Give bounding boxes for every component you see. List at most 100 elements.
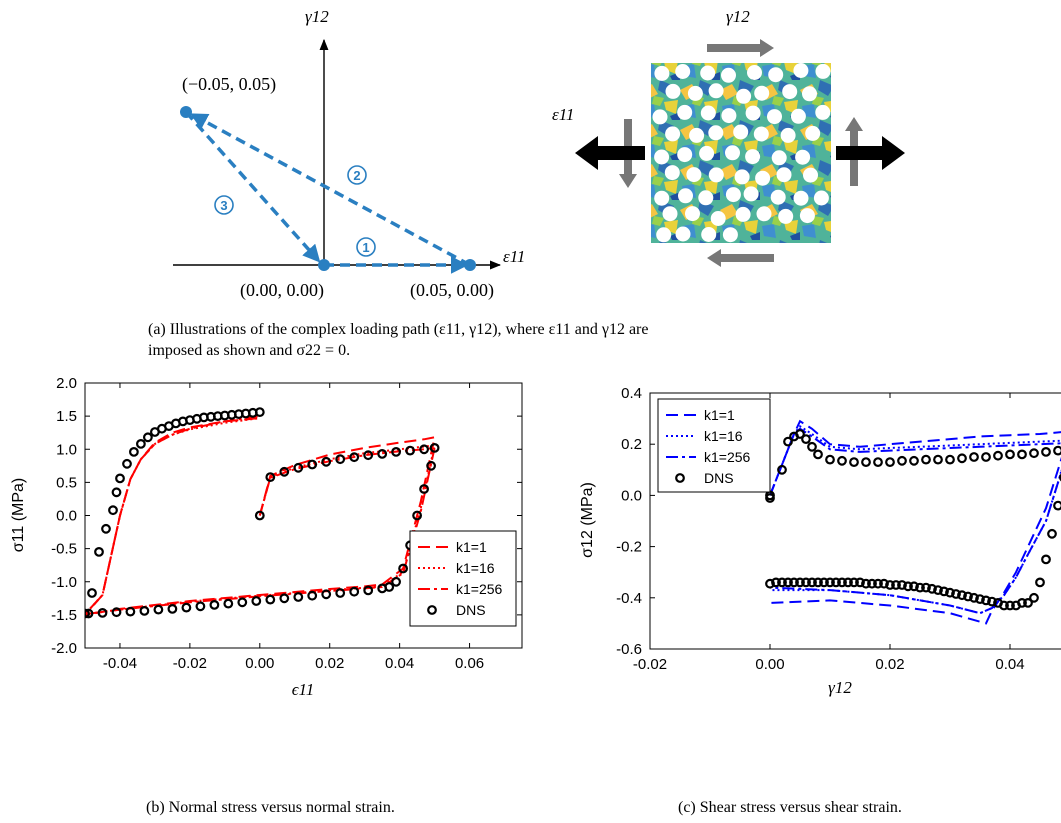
- dns-point: [843, 577, 853, 588]
- shear-strain-label: γ12: [726, 7, 750, 26]
- dns-point: [128, 447, 139, 457]
- point-label-origin: (0.00, 0.00): [240, 280, 324, 301]
- dns-point: [927, 583, 937, 594]
- x-tick-label: 0.04: [995, 656, 1024, 673]
- legend-label: DNS: [456, 602, 486, 618]
- dns-point: [993, 450, 1003, 461]
- dns-point: [223, 598, 234, 609]
- dns-point: [849, 457, 859, 468]
- dns-point: [377, 449, 388, 459]
- caption-b: (b) Normal stress versus normal strain.: [146, 799, 395, 816]
- dns-point: [111, 487, 122, 498]
- legend-label: k1=16: [704, 428, 743, 444]
- dns-point: [251, 596, 262, 606]
- dns-point: [108, 505, 118, 516]
- dns-point: [349, 586, 360, 597]
- chart-c: -0.02 0.00 0.02 0.04 0.4 0.2 0.0 -0.2 -0.4 -0.6 γ…: [579, 385, 1061, 697]
- legend-label: k1=16: [456, 560, 495, 576]
- dns-point: [1005, 600, 1015, 611]
- dns-point: [254, 407, 265, 418]
- fiber-circle: [793, 190, 809, 206]
- dns-point: [279, 466, 290, 477]
- dns-point: [1005, 449, 1015, 460]
- dns-point: [1053, 445, 1061, 456]
- dns-point: [933, 454, 943, 465]
- caption-c: (c) Shear stress versus shear strain.: [678, 799, 902, 816]
- dns-point: [1029, 448, 1039, 459]
- dns-point: [945, 587, 955, 598]
- dns-point: [801, 577, 811, 588]
- x-tick-label: 0.00: [755, 656, 784, 673]
- fiber-circle: [771, 150, 787, 166]
- fiber-circle: [776, 167, 792, 183]
- fiber-circle: [721, 67, 736, 83]
- dns-point: [181, 602, 192, 613]
- dns-point: [897, 455, 907, 466]
- dns-point: [783, 436, 793, 447]
- fiber-circle: [686, 167, 702, 183]
- x-tick-label: 0.02: [315, 655, 344, 672]
- point-label-end: (0.05, 0.00): [410, 280, 494, 301]
- dns-point: [837, 455, 847, 466]
- dns-point: [237, 597, 248, 608]
- y-tick-label: -2.0: [51, 640, 77, 657]
- fiber-circle: [733, 124, 749, 140]
- fiber-circle: [685, 206, 700, 222]
- fiber-circle: [708, 83, 724, 99]
- diagram-y-axis-label: γ12: [305, 7, 329, 26]
- dns-point: [94, 547, 104, 557]
- fiber-circle: [698, 190, 714, 206]
- dns-point: [321, 456, 332, 467]
- fiber-circle: [699, 145, 715, 161]
- legend-label: k1=1: [704, 407, 735, 423]
- fiber-circle: [755, 170, 771, 186]
- loading-path-diagram: γ12 ε11 (−0.05, 0.05) (0.00, 0.00) (0.05…: [173, 7, 525, 301]
- dns-point: [335, 454, 346, 465]
- dns-point: [819, 577, 829, 588]
- fiber-circle: [782, 84, 798, 100]
- dns-point: [825, 577, 835, 588]
- fiber-circle: [780, 127, 796, 143]
- dns-point: [885, 457, 895, 468]
- x-tick-label: 0.04: [385, 655, 414, 672]
- tension-arrow-right: [836, 136, 905, 170]
- dns-point: [951, 589, 961, 599]
- legend-label: k1=256: [704, 449, 751, 465]
- dns-point: [122, 458, 132, 469]
- step-badge-3: 3: [214, 195, 234, 215]
- dns-point: [1047, 528, 1057, 539]
- chart-c-xlabel: γ12: [828, 678, 852, 697]
- chart-c-ylabel: σ12 (MPa): [579, 482, 596, 558]
- dns-point: [1053, 500, 1061, 511]
- fiber-circle: [734, 169, 750, 185]
- dns-point: [867, 578, 877, 589]
- dns-point: [777, 577, 787, 588]
- y-tick-label: 2.0: [56, 375, 77, 392]
- chart-b-xlabel: ϵ11: [292, 680, 315, 699]
- dns-point: [1035, 577, 1045, 588]
- fiber-circle: [790, 108, 806, 124]
- fiber-circle: [815, 63, 831, 79]
- shear-arrow-top: [707, 39, 774, 57]
- dns-point: [391, 576, 402, 587]
- dns-point: [426, 460, 437, 471]
- dns-point: [307, 459, 318, 470]
- fiber-circle: [665, 83, 681, 99]
- dns-point: [807, 577, 817, 588]
- y-tick-label: -0.5: [51, 541, 77, 558]
- dns-point: [115, 473, 125, 484]
- fiber-circle: [747, 65, 762, 80]
- dns-point: [789, 577, 799, 588]
- fiber-circle: [802, 86, 817, 102]
- dns-point: [153, 604, 164, 615]
- path-point-origin: [318, 259, 330, 271]
- y-tick-label: -0.4: [616, 590, 642, 607]
- legend-label: DNS: [704, 470, 734, 486]
- dns-point: [957, 590, 967, 601]
- dns-point: [1023, 598, 1033, 608]
- dns-point: [125, 606, 136, 617]
- caption-a-line1: (a) Illustrations of the complex loading…: [148, 321, 648, 338]
- fiber-circle: [652, 109, 668, 125]
- dns-point: [933, 585, 943, 595]
- legend-marker: [427, 605, 437, 615]
